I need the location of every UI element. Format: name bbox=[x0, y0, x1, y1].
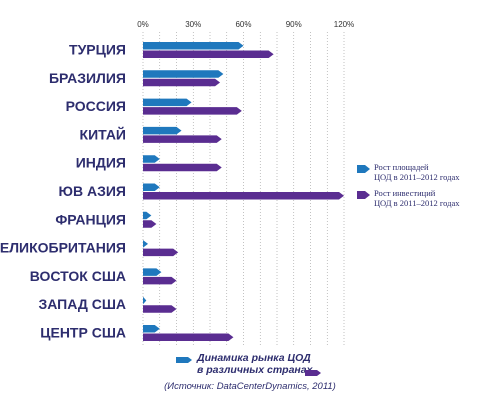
bar-area-growth bbox=[143, 268, 162, 276]
x-tick-label: 120% bbox=[334, 20, 354, 29]
legend-label-investment-line2: ЦОД в 2011–2012 годах bbox=[374, 198, 460, 208]
bar-investment-growth bbox=[143, 192, 344, 200]
bar-investment-growth bbox=[143, 50, 274, 58]
category-label: ТУРЦИЯ bbox=[69, 42, 126, 58]
bar-area-growth bbox=[143, 98, 192, 107]
bar-investment-growth bbox=[143, 276, 177, 285]
bar-investment-growth bbox=[143, 220, 157, 228]
chart-title-line1: Динамика рынка ЦОД bbox=[196, 352, 311, 364]
bar-area-growth bbox=[143, 325, 160, 333]
legend: Рост площадей ЦОД в 2011–2012 годах Рост… bbox=[357, 162, 460, 208]
caption-marker-right bbox=[305, 370, 321, 376]
legend-label-investment-line1: Рост инвестиций bbox=[374, 188, 436, 198]
category-label: ВЕЛИКОБРИТАНИЯ bbox=[0, 240, 126, 256]
category-label: БРАЗИЛИЯ bbox=[49, 70, 126, 86]
legend-marker-investment bbox=[357, 191, 370, 199]
bar-area-growth bbox=[143, 126, 182, 135]
caption-marker-left bbox=[176, 357, 192, 363]
bar-investment-growth bbox=[143, 248, 179, 257]
bar-investment-growth bbox=[143, 305, 177, 313]
bar-area-growth bbox=[143, 296, 147, 305]
legend-marker-area bbox=[357, 165, 370, 173]
category-label: КИТАЙ bbox=[80, 125, 126, 142]
chart-title-line2: в различных странах bbox=[197, 364, 314, 376]
bar-area-growth bbox=[143, 42, 244, 50]
chart-caption: Динамика рынка ЦОД в различных странах (… bbox=[164, 352, 336, 392]
category-label: ЦЕНТР США bbox=[40, 325, 126, 341]
category-label: ЗАПАД США bbox=[38, 296, 126, 312]
category-label: ИНДИЯ bbox=[76, 155, 126, 171]
bar-investment-growth bbox=[143, 333, 234, 341]
bar-area-growth bbox=[143, 211, 152, 220]
x-tick-label: 30% bbox=[185, 20, 201, 29]
category-label: ВОСТОК США bbox=[30, 268, 126, 284]
category-labels: ТУРЦИЯ БРАЗИЛИЯ РОССИЯ КИТАЙ ИНДИЯ ЮВ АЗИЯ ФРА… bbox=[0, 42, 126, 341]
category-label: ФРАНЦИЯ bbox=[55, 211, 126, 227]
grid bbox=[142, 32, 345, 346]
bar-investment-growth bbox=[143, 107, 242, 115]
category-label: ЮВ АЗИЯ bbox=[59, 183, 126, 199]
bar-investment-growth bbox=[143, 163, 222, 172]
bar-area-growth bbox=[143, 155, 160, 163]
x-tick-label: 60% bbox=[235, 20, 251, 29]
x-axis-ticks: 0% 30% 60% 90% 120% bbox=[137, 20, 354, 29]
x-tick-label: 0% bbox=[137, 20, 149, 29]
bar-area-growth bbox=[143, 240, 149, 248]
bar-area-growth bbox=[143, 70, 224, 78]
bar-area-growth bbox=[143, 183, 160, 191]
legend-label-area-line1: Рост площадей bbox=[374, 162, 429, 172]
legend-label-area-line2: ЦОД в 2011–2012 годах bbox=[374, 172, 460, 182]
chart-source: (Источник: DataCenterDynamics, 2011) bbox=[164, 381, 336, 392]
category-label: РОССИЯ bbox=[66, 98, 126, 114]
bars bbox=[143, 42, 344, 341]
bar-investment-growth bbox=[143, 78, 221, 87]
x-tick-label: 90% bbox=[286, 20, 302, 29]
bar-investment-growth bbox=[143, 135, 222, 143]
